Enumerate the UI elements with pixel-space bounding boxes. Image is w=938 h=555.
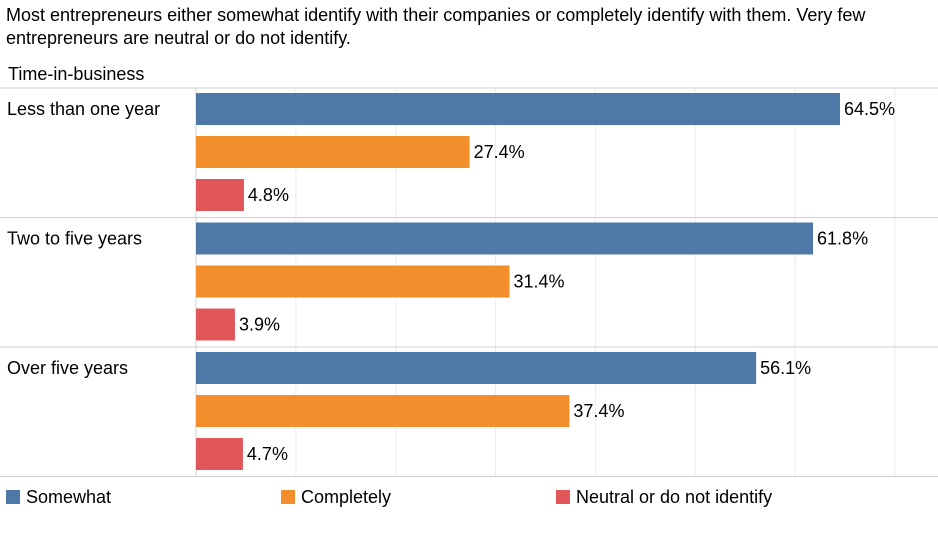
- legend-swatch-somewhat: [6, 490, 20, 504]
- data-label: 4.7%: [247, 444, 288, 464]
- data-label: 31.4%: [514, 272, 565, 292]
- bar-somewhat: [196, 222, 814, 255]
- data-label: 56.1%: [760, 358, 811, 378]
- row-header: Time-in-business: [8, 64, 145, 84]
- legend-swatch-neutral: [556, 490, 570, 504]
- bar-neutral-or-do-not-identify: [196, 438, 243, 470]
- data-label: 4.8%: [248, 185, 289, 205]
- bar-chart: Less than one year 64.5% 27.4% 4.8% Two to f…: [0, 87, 938, 477]
- chart-title: Most entrepreneurs either somewhat ident…: [6, 5, 866, 48]
- data-label: 27.4%: [474, 142, 525, 162]
- bar-completely: [196, 136, 470, 168]
- category-label: Two to five years: [7, 229, 142, 249]
- category-label: Less than one year: [7, 99, 160, 119]
- bar-neutral-or-do-not-identify: [196, 179, 244, 211]
- legend: Somewhat Completely Neutral or do not id…: [0, 483, 938, 511]
- data-label: 64.5%: [844, 99, 895, 119]
- category-label: Over five years: [7, 358, 128, 378]
- bar-completely: [196, 265, 510, 298]
- data-labels: Less than one year 64.5% 27.4% 4.8% Two to f…: [7, 99, 895, 464]
- data-label: 61.8%: [817, 229, 868, 249]
- bar-somewhat: [196, 93, 840, 125]
- legend-swatch-completely: [281, 490, 295, 504]
- bar-neutral-or-do-not-identify: [196, 308, 235, 341]
- legend-label-somewhat: Somewhat: [26, 487, 112, 507]
- bar-somewhat: [196, 352, 757, 384]
- legend-item-somewhat: Somewhat: [6, 483, 111, 511]
- legend-item-neutral: Neutral or do not identify: [556, 483, 772, 511]
- bar-completely: [196, 395, 570, 427]
- legend-label-neutral: Neutral or do not identify: [576, 487, 773, 507]
- data-label: 3.9%: [239, 315, 280, 335]
- legend-item-completely: Completely: [281, 483, 391, 511]
- bars: [196, 93, 840, 470]
- legend-label-completely: Completely: [301, 487, 392, 507]
- data-label: 37.4%: [573, 401, 624, 421]
